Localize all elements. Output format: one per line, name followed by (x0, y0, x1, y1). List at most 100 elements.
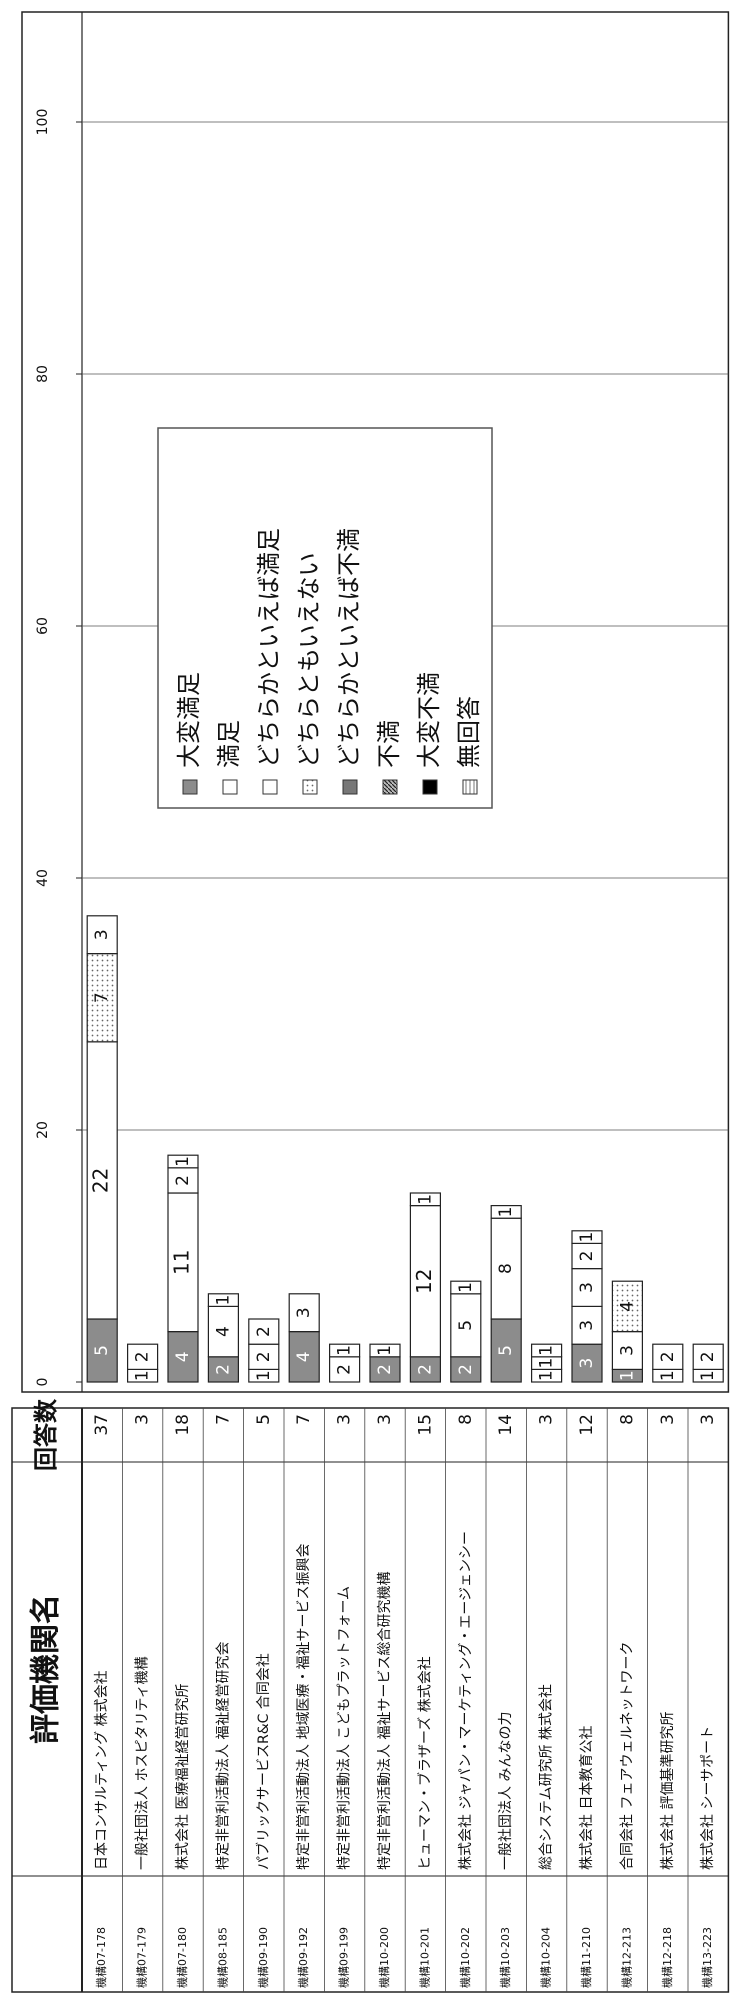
bar-segment (692, 1343, 724, 1371)
row-count: 7 (213, 1414, 233, 1425)
segment-label: 5 (92, 1345, 112, 1356)
segment-label: 2 (335, 1364, 355, 1375)
legend-swatch (262, 779, 278, 795)
legend-label: 大変不満 (415, 672, 443, 768)
row-id: 機構12-218 (660, 1927, 674, 1988)
segment-label: 2 (456, 1364, 476, 1375)
segment-label: 1 (537, 1345, 557, 1356)
segment-label: 1 (537, 1358, 557, 1369)
legend-label: 満足 (215, 720, 243, 768)
plot-border (21, 11, 730, 1393)
segment-label: 2 (133, 1351, 153, 1362)
legend-swatch (462, 779, 478, 795)
segment-label: 2 (658, 1351, 678, 1362)
row-id: 機構07-180 (175, 1927, 189, 1988)
segment-label: 2 (415, 1364, 435, 1375)
segment-label: 1 (335, 1345, 355, 1356)
segment-label: 1 (213, 1295, 233, 1306)
segment-label: 4 (294, 1351, 314, 1362)
bar-segment (329, 1343, 361, 1358)
segment-label: 2 (254, 1351, 274, 1362)
row-name: パブリックサービスR&C 合同会社 (255, 1653, 272, 1870)
legend-swatch (222, 779, 238, 795)
legend-swatch (302, 779, 318, 795)
bar-segment (248, 1318, 280, 1345)
row-id: 機構12-213 (619, 1927, 633, 1988)
segment-label: 2 (698, 1351, 718, 1362)
row-count: 14 (496, 1414, 516, 1436)
segment-label: 3 (577, 1282, 597, 1293)
tick-label: 40 (35, 869, 51, 887)
tick-label: 60 (35, 617, 51, 635)
row-id: 機構10-204 (539, 1927, 553, 1988)
legend-label: どちらかといえば不満 (335, 528, 363, 768)
segment-label: 1 (456, 1282, 476, 1293)
row-name: 一般社団法人 みんなの力 (498, 1712, 514, 1870)
row-name: 合同会社 フェアウェルネットワーク (619, 1642, 635, 1870)
row-count: 3 (133, 1414, 153, 1425)
row-name: 一般社団法人 ホスピタリティ機構 (135, 1656, 151, 1870)
segment-label: 2 (254, 1326, 274, 1337)
row-id: 機構09-199 (337, 1927, 351, 1988)
row-count: 3 (658, 1414, 678, 1425)
segment-label: 1 (375, 1345, 395, 1356)
bar-segment (652, 1343, 684, 1371)
row-name: 株式会社 日本教育公社 (579, 1726, 595, 1870)
bar-segment (530, 1343, 563, 1358)
row-count: 3 (698, 1414, 718, 1425)
segment-label: 11 (170, 1250, 194, 1275)
row-name: 株式会社 シーサポート (700, 1726, 716, 1870)
segment-label: 1 (254, 1370, 274, 1381)
row-name: 特定非営利活動法人 福祉サービス総合研究機構 (377, 1572, 393, 1870)
bar-segment (207, 1293, 239, 1308)
bar-segment (611, 1280, 644, 1333)
row-name: 株式会社 評価基準研究所 (659, 1712, 676, 1870)
legend-label: 無回答 (455, 696, 483, 768)
segment-label: 2 (375, 1364, 395, 1375)
row-id: 機構11-210 (579, 1927, 593, 1988)
segment-label: 1 (577, 1232, 597, 1243)
segment-label: 3 (577, 1320, 597, 1331)
bar-segment (450, 1280, 482, 1295)
segment-label: 2 (213, 1364, 233, 1375)
legend-label: どちらかといえば満足 (255, 528, 283, 768)
row-name: 株式会社 ジャパン・マーケティング・エージェンシー (458, 1531, 474, 1870)
row-name: 総合システム研究所 株式会社 (539, 1684, 555, 1870)
row-id: 機構13-223 (700, 1927, 714, 1988)
segment-label: 1 (537, 1370, 557, 1381)
segment-label: 1 (415, 1194, 435, 1205)
header-name-label: 評価機関名 (29, 1594, 64, 1744)
segment-label: 12 (412, 1268, 436, 1293)
tick-label: 0 (35, 1378, 51, 1387)
row-name: ヒューマン・ブラザーズ 株式会社 (416, 1656, 433, 1870)
row-count: 5 (254, 1414, 274, 1425)
bar-segment (288, 1293, 320, 1333)
segment-label: 5 (456, 1320, 476, 1331)
segment-label: 3 (617, 1345, 637, 1356)
segment-label: 3 (92, 929, 112, 940)
segment-label: 2 (577, 1251, 597, 1262)
row-id: 機構10-202 (458, 1927, 472, 1988)
segment-label: 5 (496, 1345, 516, 1356)
bar-segment (571, 1230, 603, 1245)
row-count: 7 (294, 1414, 314, 1425)
segment-label: 1 (133, 1370, 153, 1381)
row-count: 8 (456, 1414, 476, 1425)
row-name: 特定非営利活動法人 こどもプラットフォーム (337, 1586, 353, 1870)
row-id: 機構09-192 (296, 1927, 310, 1988)
row-id: 機構07-179 (135, 1927, 149, 1988)
tick-label: 100 (35, 109, 51, 136)
segment-label: 1 (173, 1156, 193, 1167)
segment-label: 4 (213, 1326, 233, 1337)
segment-label: 1 (617, 1370, 637, 1381)
table-border (11, 1407, 730, 1993)
tick-label: 80 (35, 365, 51, 383)
header-count-label: 回答数 (32, 1398, 60, 1471)
legend-box (157, 427, 493, 809)
segment-label: 4 (617, 1301, 637, 1312)
row-id: 機構09-190 (256, 1927, 270, 1988)
segment-label: 1 (658, 1370, 678, 1381)
